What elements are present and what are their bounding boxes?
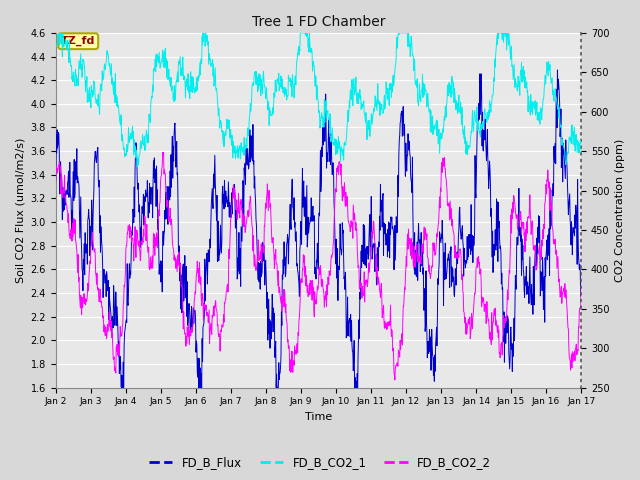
Text: TZ_fd: TZ_fd bbox=[61, 36, 95, 47]
Y-axis label: Soil CO2 Flux (umol/m2/s): Soil CO2 Flux (umol/m2/s) bbox=[15, 138, 25, 283]
Title: Tree 1 FD Chamber: Tree 1 FD Chamber bbox=[252, 15, 385, 29]
X-axis label: Time: Time bbox=[305, 412, 332, 422]
Legend: FD_B_Flux, FD_B_CO2_1, FD_B_CO2_2: FD_B_Flux, FD_B_CO2_1, FD_B_CO2_2 bbox=[144, 452, 496, 474]
Y-axis label: CO2 Concentration (ppm): CO2 Concentration (ppm) bbox=[615, 139, 625, 282]
